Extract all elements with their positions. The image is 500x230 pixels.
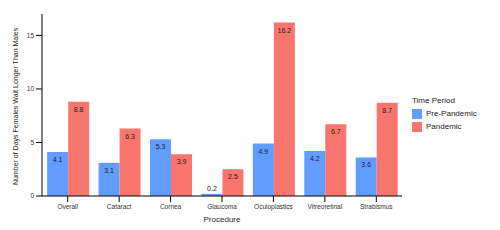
svg-text:3.9: 3.9 xyxy=(177,158,187,165)
html-text:Pandemic: Pandemic xyxy=(426,122,462,131)
svg-text:4.2: 4.2 xyxy=(310,155,320,162)
html-text:Time Period: Time Period xyxy=(412,95,455,105)
svg-text:Vitreoretinal: Vitreoretinal xyxy=(308,203,343,210)
svg-text:6.7: 6.7 xyxy=(331,128,341,135)
svg-text:Oculoplastics: Oculoplastics xyxy=(254,203,293,211)
svg-text:8.7: 8.7 xyxy=(382,107,392,114)
svg-text:Strabismus: Strabismus xyxy=(360,203,393,210)
svg-text:Glaucoma: Glaucoma xyxy=(207,203,237,210)
svg-text:Cataract: Cataract xyxy=(107,203,132,210)
svg-text:0: 0 xyxy=(30,192,34,199)
svg-text:4.9: 4.9 xyxy=(258,148,268,155)
svg-text:8.8: 8.8 xyxy=(74,106,84,113)
svg-text:5: 5 xyxy=(30,139,34,146)
svg-text:2.5: 2.5 xyxy=(228,173,238,180)
svg-text:6.3: 6.3 xyxy=(125,133,135,140)
svg-text:Overall: Overall xyxy=(57,203,78,210)
svg-text:Number of Days Females Wait Lo: Number of Days Females Wait Longer Than … xyxy=(12,27,20,185)
svg-text:16.2: 16.2 xyxy=(278,27,292,34)
svg-text:Cornea: Cornea xyxy=(160,203,182,210)
svg-text:0.2: 0.2 xyxy=(207,185,217,192)
svg-text:15: 15 xyxy=(27,32,35,39)
svg-text:10: 10 xyxy=(27,85,35,92)
svg-text:Procedure: Procedure xyxy=(204,215,241,222)
svg-text:4.1: 4.1 xyxy=(53,156,63,163)
html-text:Pre-Pandemic: Pre-Pandemic xyxy=(426,109,477,118)
svg-text:3.6: 3.6 xyxy=(361,161,371,168)
svg-text:5.3: 5.3 xyxy=(156,143,166,150)
svg-text:3.1: 3.1 xyxy=(104,167,114,174)
